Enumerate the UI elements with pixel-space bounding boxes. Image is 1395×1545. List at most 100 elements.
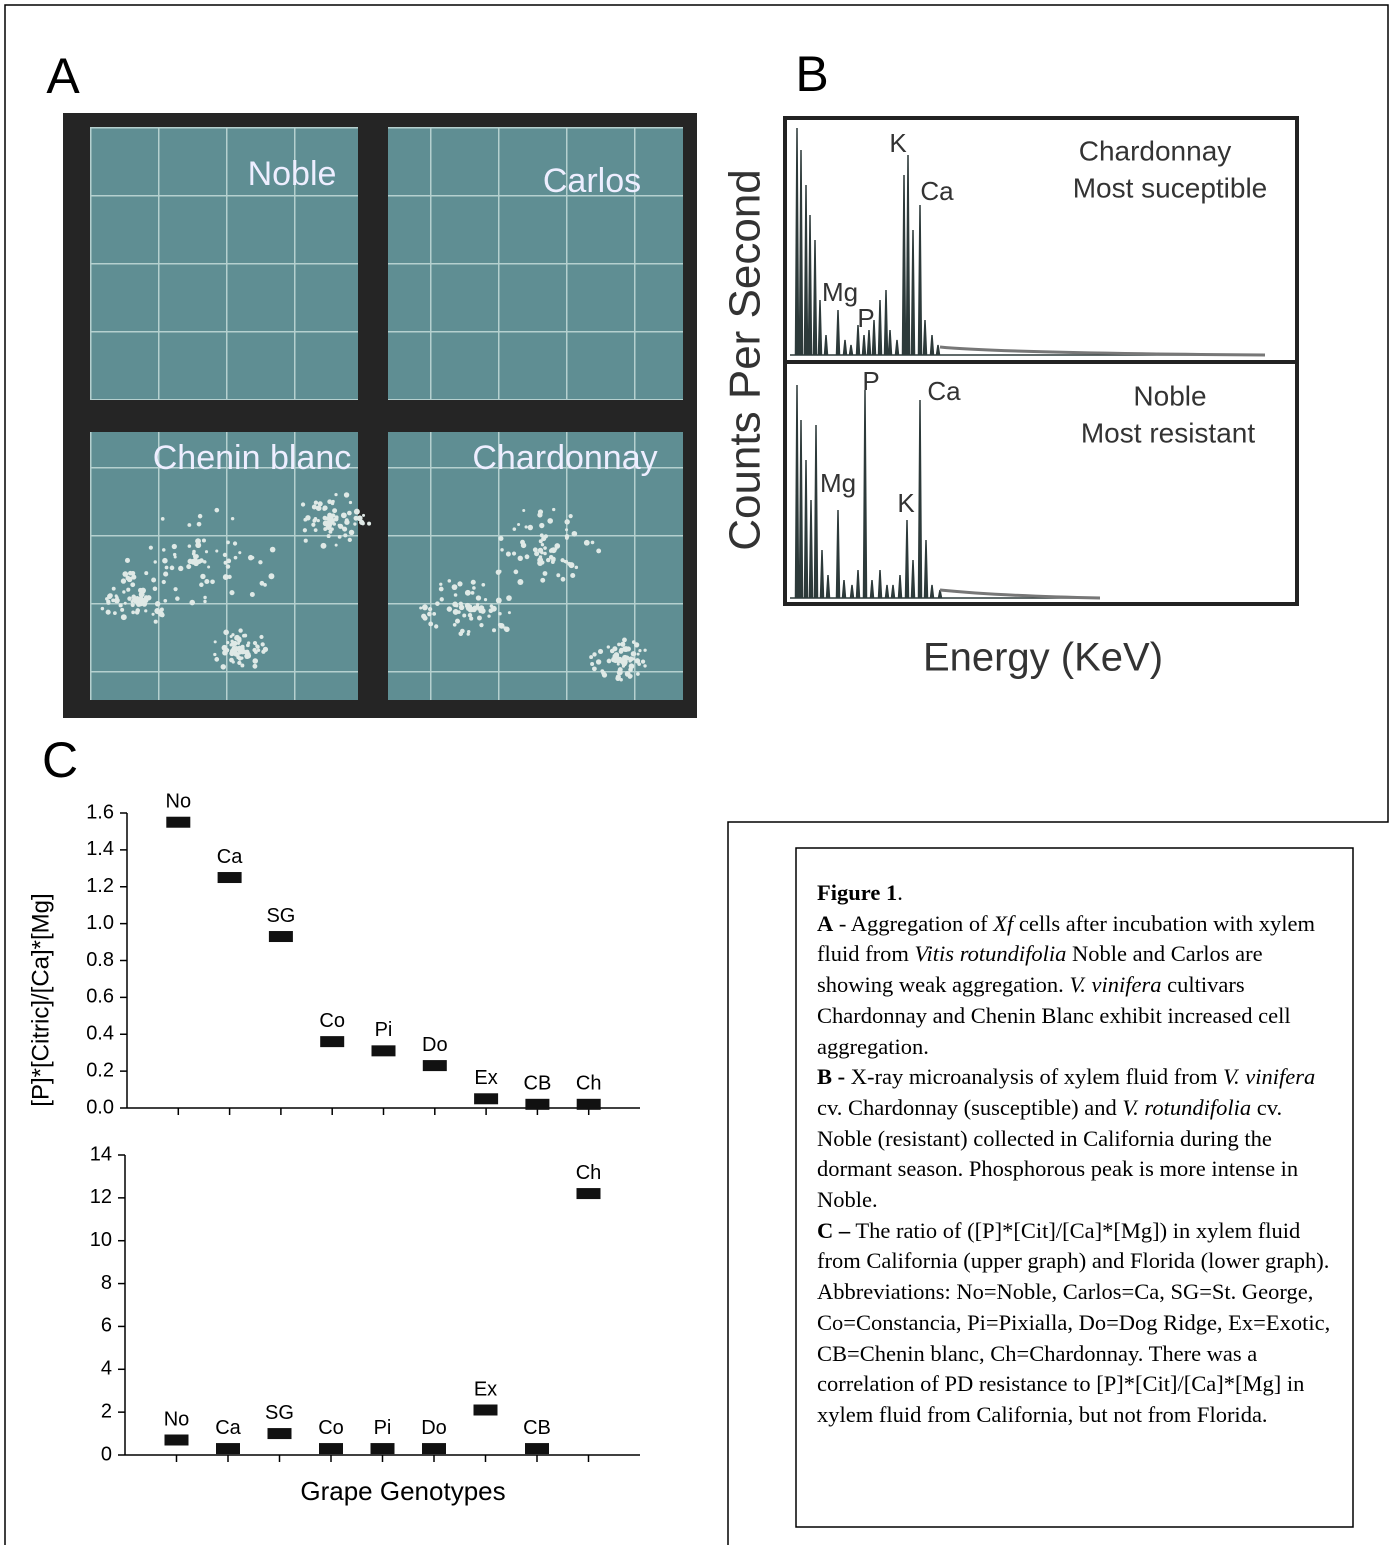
- cell: [120, 607, 125, 612]
- cell: [592, 652, 597, 657]
- cell: [487, 614, 491, 618]
- cell: [332, 508, 338, 514]
- caption-run: The ratio of ([P]*[Cit]/[Ca]*[Mg]) in xy…: [817, 1217, 1331, 1427]
- cell: [439, 582, 443, 586]
- marker: [422, 1443, 446, 1455]
- cell: [439, 597, 444, 602]
- cell: [592, 666, 597, 672]
- cell: [195, 538, 201, 545]
- cell: [590, 540, 595, 545]
- cell: [534, 551, 540, 557]
- cell: [300, 502, 306, 507]
- cell: [538, 555, 543, 559]
- cell: [540, 542, 545, 547]
- caption-run: V. vinifera: [1223, 1064, 1316, 1090]
- point-label: No: [166, 791, 192, 813]
- cell: [632, 657, 636, 661]
- cell: [595, 659, 602, 665]
- cell: [438, 586, 444, 592]
- cell: [187, 558, 193, 565]
- cell: [614, 658, 620, 663]
- cell: [643, 664, 647, 668]
- cell: [153, 560, 157, 564]
- cell: [305, 515, 311, 521]
- cell: [252, 640, 258, 646]
- cell: [571, 530, 578, 537]
- cell: [130, 599, 134, 604]
- cell: [446, 606, 453, 612]
- cell: [317, 501, 323, 507]
- cell: [427, 607, 433, 612]
- cell: [550, 547, 557, 554]
- cell: [237, 647, 243, 653]
- cell: [326, 534, 331, 539]
- marker: [164, 1434, 189, 1446]
- cell: [126, 587, 131, 592]
- cell: [552, 507, 556, 512]
- cell: [127, 570, 133, 576]
- caption-run: B -: [817, 1064, 846, 1090]
- cell: [427, 611, 432, 617]
- cell: [144, 571, 149, 576]
- cell: [334, 543, 338, 547]
- caption-run: Vitis rotundifolia: [914, 941, 1067, 967]
- cell: [476, 615, 482, 621]
- cell: [622, 637, 627, 643]
- peak-label: Mg: [820, 468, 856, 498]
- cell: [457, 610, 461, 614]
- cell: [606, 645, 610, 649]
- point-label: Ch: [576, 1162, 602, 1184]
- cell: [232, 640, 238, 646]
- marker: [525, 1098, 550, 1110]
- point-label: CB: [524, 1073, 552, 1095]
- cell: [451, 584, 458, 591]
- point-label: CB: [523, 1417, 551, 1439]
- cell: [106, 600, 111, 605]
- cell: [153, 619, 158, 624]
- y-tick-label: 8: [101, 1272, 112, 1294]
- cell: [458, 604, 465, 611]
- cell: [151, 577, 157, 583]
- cell: [259, 580, 265, 586]
- cell: [236, 641, 241, 645]
- cell: [498, 535, 504, 542]
- cell: [311, 522, 316, 527]
- quadrant-label: Noble: [248, 155, 337, 193]
- cell: [527, 524, 534, 531]
- cell: [204, 550, 209, 554]
- y-tick-label: 1.4: [86, 838, 114, 860]
- cell: [512, 527, 517, 531]
- cell: [161, 579, 166, 585]
- cell: [127, 596, 132, 601]
- cell: [269, 546, 276, 553]
- spectrum-trace: [790, 384, 1100, 599]
- sample-note: Most suceptible: [1073, 172, 1268, 203]
- cell: [475, 595, 482, 601]
- cell: [517, 522, 521, 527]
- cell: [563, 559, 567, 563]
- cell: [524, 554, 530, 560]
- cell: [199, 582, 204, 588]
- cell: [564, 534, 570, 539]
- caption-run: cv. Noble (resistant) collected in Calif…: [817, 1094, 1299, 1213]
- cell: [479, 622, 484, 628]
- y-tick-label: 1.2: [86, 875, 114, 897]
- frame: [4, 4, 1389, 1545]
- y-tick-label: 6: [101, 1315, 112, 1337]
- cell: [511, 551, 517, 556]
- sample-name: Chardonnay: [1079, 135, 1232, 166]
- y-tick-label: 0.4: [86, 1023, 114, 1045]
- cell: [171, 543, 177, 550]
- cell: [118, 603, 123, 608]
- cell: [622, 646, 628, 652]
- y-tick-label: 10: [90, 1229, 112, 1251]
- marker: [319, 1443, 343, 1455]
- cell: [475, 602, 480, 607]
- cell: [534, 548, 538, 552]
- cell: [505, 551, 511, 557]
- cell: [347, 510, 352, 516]
- cell: [238, 551, 242, 555]
- cell: [616, 662, 620, 666]
- cell: [545, 557, 551, 563]
